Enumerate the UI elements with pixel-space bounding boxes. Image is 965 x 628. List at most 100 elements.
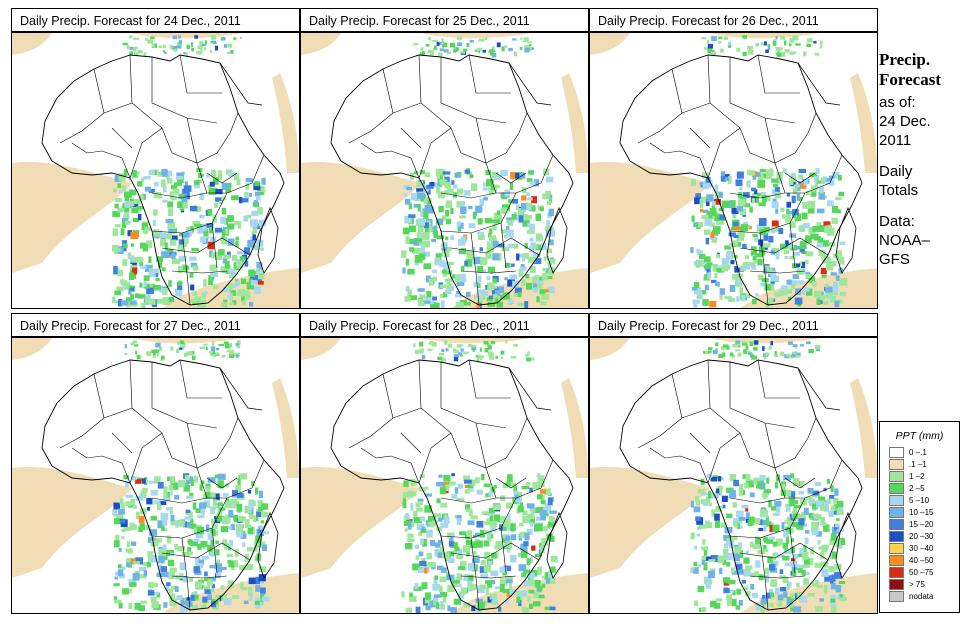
country-border [151,497,228,539]
precip-cell [733,235,742,239]
precip-cell [467,530,472,537]
precip-cell [123,475,130,480]
country-border [179,54,222,94]
precip-cell [130,498,135,506]
precip-cell [138,213,142,221]
precip-cell [176,172,184,177]
legend-swatch [889,494,904,506]
precip-cell [231,565,235,570]
precip-cell [442,171,451,175]
country-border [418,54,462,154]
precip-cell [239,256,246,261]
precip-cell [149,529,157,536]
precip-cell [529,237,534,242]
precip-cell [459,531,467,536]
precip-cell [241,198,249,203]
precip-cell [714,513,720,521]
precip-cell [780,35,785,40]
precip-cell [422,240,430,248]
precip-cell [702,299,709,306]
precip-cell [765,538,774,544]
precip-cell [217,174,223,180]
precip-cell [158,45,162,48]
precip-cell [742,262,751,268]
precip-cell [522,219,530,227]
precip-cell [726,599,735,606]
precip-cell [145,525,152,530]
country-border [707,432,741,484]
precip-cell [764,41,767,46]
precip-cell [407,523,412,530]
precip-cell [428,342,434,345]
precip-cell [161,179,166,188]
precip-cell [831,574,836,582]
precip-cell [466,574,474,582]
precip-cell [261,177,266,185]
precip-cell [415,606,421,613]
precip-cell [404,515,410,520]
precip-cell [724,177,729,182]
precip-cell [695,193,702,199]
precip-cell [502,483,508,489]
precip-cell [437,552,443,559]
precip-cell [545,572,551,579]
country-border [348,68,394,144]
precip-cell [167,177,173,184]
precip-cell [468,205,473,210]
precip-cell [757,481,761,487]
precip-cell [715,506,722,512]
precip-cell [767,46,771,51]
precip-cell [736,205,743,212]
precip-cell [474,49,480,52]
precip-cell [212,499,217,507]
precip-cell [489,49,496,53]
legend-swatch [889,566,904,578]
precip-cell [416,188,424,192]
precip-cell [702,172,710,179]
legend-label: 20 –30 [909,531,934,541]
precip-cell [252,201,260,207]
precip-cell [711,201,716,206]
precip-cell [124,281,130,290]
precip-cell [762,346,765,351]
legend-swatch [889,530,904,542]
precip-cell [246,282,255,290]
precip-cell [521,606,527,612]
precip-cell [454,172,460,178]
precip-cell [500,207,508,214]
precip-cell [135,511,140,520]
country-border [460,575,517,579]
precip-cell [742,52,747,56]
precip-cell [195,206,202,212]
precip-cell [253,200,259,205]
precip-cell [700,499,707,504]
precip-cell [447,51,451,54]
precip-cell [211,35,217,40]
precip-cell [221,207,227,215]
light-rain-area [421,33,531,39]
precip-cell [506,474,513,483]
precip-cell [240,278,247,284]
madagascar-outline [546,511,568,579]
precip-cell [816,242,824,248]
precip-cell [209,236,217,242]
precip-cell [700,607,707,612]
precip-cell [239,582,244,590]
precip-cell [160,500,167,506]
precip-cell [808,349,814,354]
precip-cell [432,276,437,282]
precip-cell [741,294,746,302]
precip-cell [745,550,749,554]
legend-label: 40 –50 [909,555,934,565]
precip-cell [728,41,731,46]
precip-cell [785,536,790,544]
precip-cell [195,524,199,530]
precip-cell [175,288,183,297]
precip-cell [226,518,231,524]
precip-cell [415,238,422,243]
precip-cell [135,495,144,501]
precip-cell [172,188,180,195]
precip-cell [821,274,827,278]
precip-cell [175,520,179,528]
precip-cell [261,511,269,518]
